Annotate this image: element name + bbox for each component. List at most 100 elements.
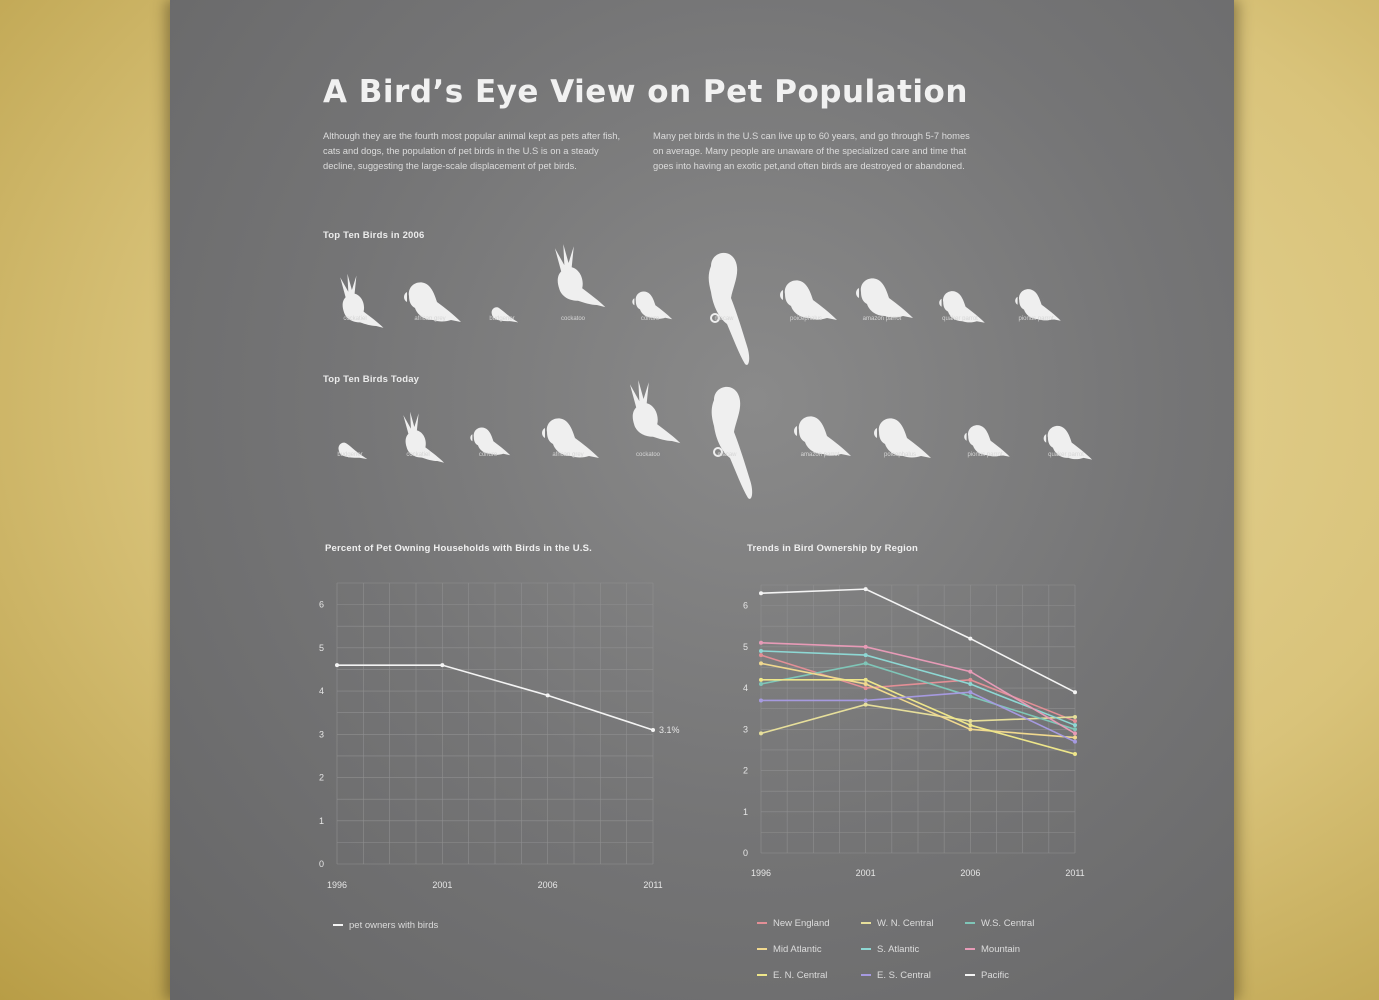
bird-name-label: macaw <box>714 316 734 322</box>
series-line <box>761 679 1076 755</box>
legend-label: Pacific <box>981 970 1009 981</box>
x-tick-label: 1996 <box>327 880 347 890</box>
infographic-poster: A Bird’s Eye View on Pet Population Alth… <box>170 0 1234 1000</box>
data-point <box>968 694 973 699</box>
series-line <box>760 654 1076 722</box>
data-point <box>1073 752 1077 757</box>
data-point <box>968 690 973 695</box>
bird-silhouette <box>939 291 985 323</box>
bird-name-label: conure <box>478 452 498 458</box>
series-line <box>761 691 1076 743</box>
data-label: 3.1% <box>659 725 680 735</box>
grid <box>760 584 1076 854</box>
legend-label: Mid Atlantic <box>773 944 822 955</box>
birds-today-row: budgerier cockatiel conure african grey cock… <box>170 376 1234 506</box>
bird-pionus-parrot-icon <box>1008 276 1064 332</box>
bird-silhouette <box>856 278 913 318</box>
birds-today-label: Top Ten Birds Today <box>323 374 420 385</box>
x-tick-label: 2006 <box>960 868 980 878</box>
data-point <box>1073 690 1077 695</box>
bird-name-label: poicephalus <box>789 316 823 322</box>
y-tick-label: 3 <box>319 729 324 739</box>
legend-item: E. S. Central <box>861 970 931 981</box>
bird-silhouette <box>794 416 851 456</box>
data-point <box>440 663 445 668</box>
x-tick-label: 1996 <box>751 868 771 878</box>
data-point <box>1073 723 1077 728</box>
legend-label: S. Atlantic <box>877 944 920 955</box>
series-line <box>760 703 1076 735</box>
bird-silhouette <box>339 273 383 328</box>
bird-poicephalus-icon <box>771 264 841 334</box>
bird-silhouette <box>708 252 750 365</box>
legend-item: pet owners with birds <box>333 920 438 931</box>
bird-name-label: african grey <box>552 452 584 458</box>
bird-silhouette <box>1015 289 1061 321</box>
y-tick-label: 5 <box>319 643 324 653</box>
legend-item: W. N. Central <box>861 918 934 929</box>
data-point <box>863 698 868 703</box>
legend-swatch <box>861 948 871 951</box>
birds-2006-row: cockatiel african grey budgerier cockatoo co… <box>170 240 1234 370</box>
region-line-chart: 0 1 2 3 4 5 6 1996 2001 2006 2011 <box>743 584 1085 878</box>
legend-item: E. N. Central <box>757 970 827 981</box>
legend-swatch <box>861 922 871 925</box>
series-line <box>760 588 1076 693</box>
y-tick-label: 1 <box>319 816 324 826</box>
bird-amazon-parrot-icon <box>847 262 917 332</box>
data-point <box>759 653 763 658</box>
bird-silhouette <box>338 442 368 460</box>
bird-macaw-icon <box>689 246 759 371</box>
bird-name-label: amazon parrot <box>800 452 840 458</box>
legend-label: E. N. Central <box>773 970 828 981</box>
data-point <box>545 693 550 698</box>
data-point <box>1073 731 1077 736</box>
data-point <box>759 648 763 653</box>
data-point <box>1073 739 1077 744</box>
data-point <box>863 681 868 686</box>
legend-swatch <box>965 974 975 977</box>
y-tick-label: 3 <box>743 724 748 734</box>
bird-silhouette <box>964 425 1010 457</box>
data-point <box>863 587 868 592</box>
bird-african-grey-icon <box>395 266 465 336</box>
data-point <box>335 663 339 668</box>
y-tick-label: 5 <box>743 642 748 652</box>
bird-name-label: cockatoo <box>635 452 661 458</box>
bird-budgerier-icon <box>481 290 523 332</box>
x-tick-label: 2011 <box>643 880 662 890</box>
intro-paragraph-right: Many pet birds in the U.S can live up to… <box>653 130 970 171</box>
data-point <box>968 636 973 641</box>
data-point <box>968 681 973 686</box>
legend-label: Mountain <box>981 944 1021 955</box>
data-point <box>968 727 973 732</box>
data-point <box>759 731 763 736</box>
households-line-chart: 0 1 2 3 4 5 6 1996 2001 2006 2011 3.1% <box>319 582 680 890</box>
bird-cockatiel-icon <box>324 272 387 335</box>
data-point <box>759 698 763 703</box>
bird-cockatiel-icon <box>388 410 448 470</box>
bird-african-grey-icon <box>533 402 603 472</box>
data-point <box>759 661 763 666</box>
bird-name-label: macaw <box>717 452 737 458</box>
legend-label: E. S. Central <box>877 970 931 981</box>
bird-pionus-parrot-icon <box>957 412 1013 468</box>
x-tick-label: 2001 <box>856 868 876 878</box>
bird-silhouette <box>491 307 519 323</box>
legend-item: Mid Atlantic <box>757 944 822 955</box>
bird-name-label: cockatiel <box>343 316 367 322</box>
intro-paragraph-left: Although they are the fourth most popula… <box>323 130 621 171</box>
bird-name-label: quaker parrot <box>942 316 978 322</box>
bird-poicephalus-icon <box>865 402 935 472</box>
series-line <box>337 664 654 731</box>
chart-1-title: Percent of Pet Owning Households with Bi… <box>325 543 592 554</box>
legend-swatch <box>757 948 767 951</box>
bird-conure-icon <box>464 416 513 465</box>
bird-amazon-parrot-icon <box>785 400 855 470</box>
y-tick-label: 2 <box>319 773 324 783</box>
bird-silhouette <box>403 411 445 463</box>
bird-quaker-parrot-icon <box>1036 412 1096 472</box>
x-tick-label: 2001 <box>432 880 452 890</box>
series-line <box>760 662 1076 739</box>
data-point <box>863 661 868 666</box>
